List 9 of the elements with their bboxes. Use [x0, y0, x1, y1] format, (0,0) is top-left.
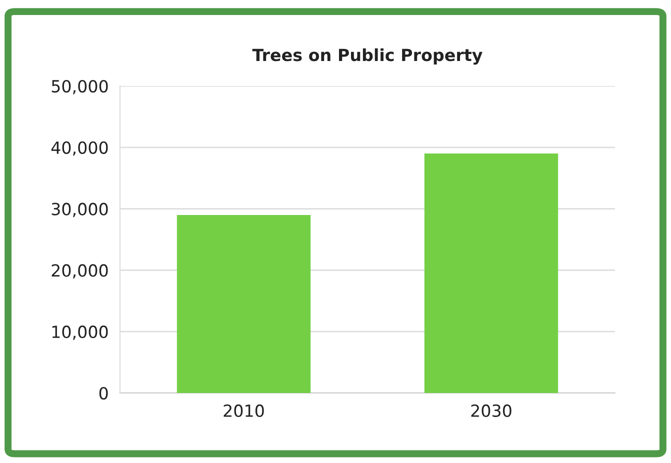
y-tick-label: 20,000 — [52, 264, 108, 278]
x-tick-label: 2030 — [471, 404, 512, 418]
chart-title: Trees on Public Property — [252, 48, 482, 65]
x-tick-label: 2010 — [224, 404, 264, 418]
y-tick-label: 10,000 — [52, 326, 108, 340]
y-tick-label: 0 — [99, 386, 108, 400]
y-tick-label: 50,000 — [52, 80, 108, 94]
y-tick-label: 30,000 — [52, 202, 108, 218]
y-tick-label: 40,000 — [51, 141, 108, 156]
